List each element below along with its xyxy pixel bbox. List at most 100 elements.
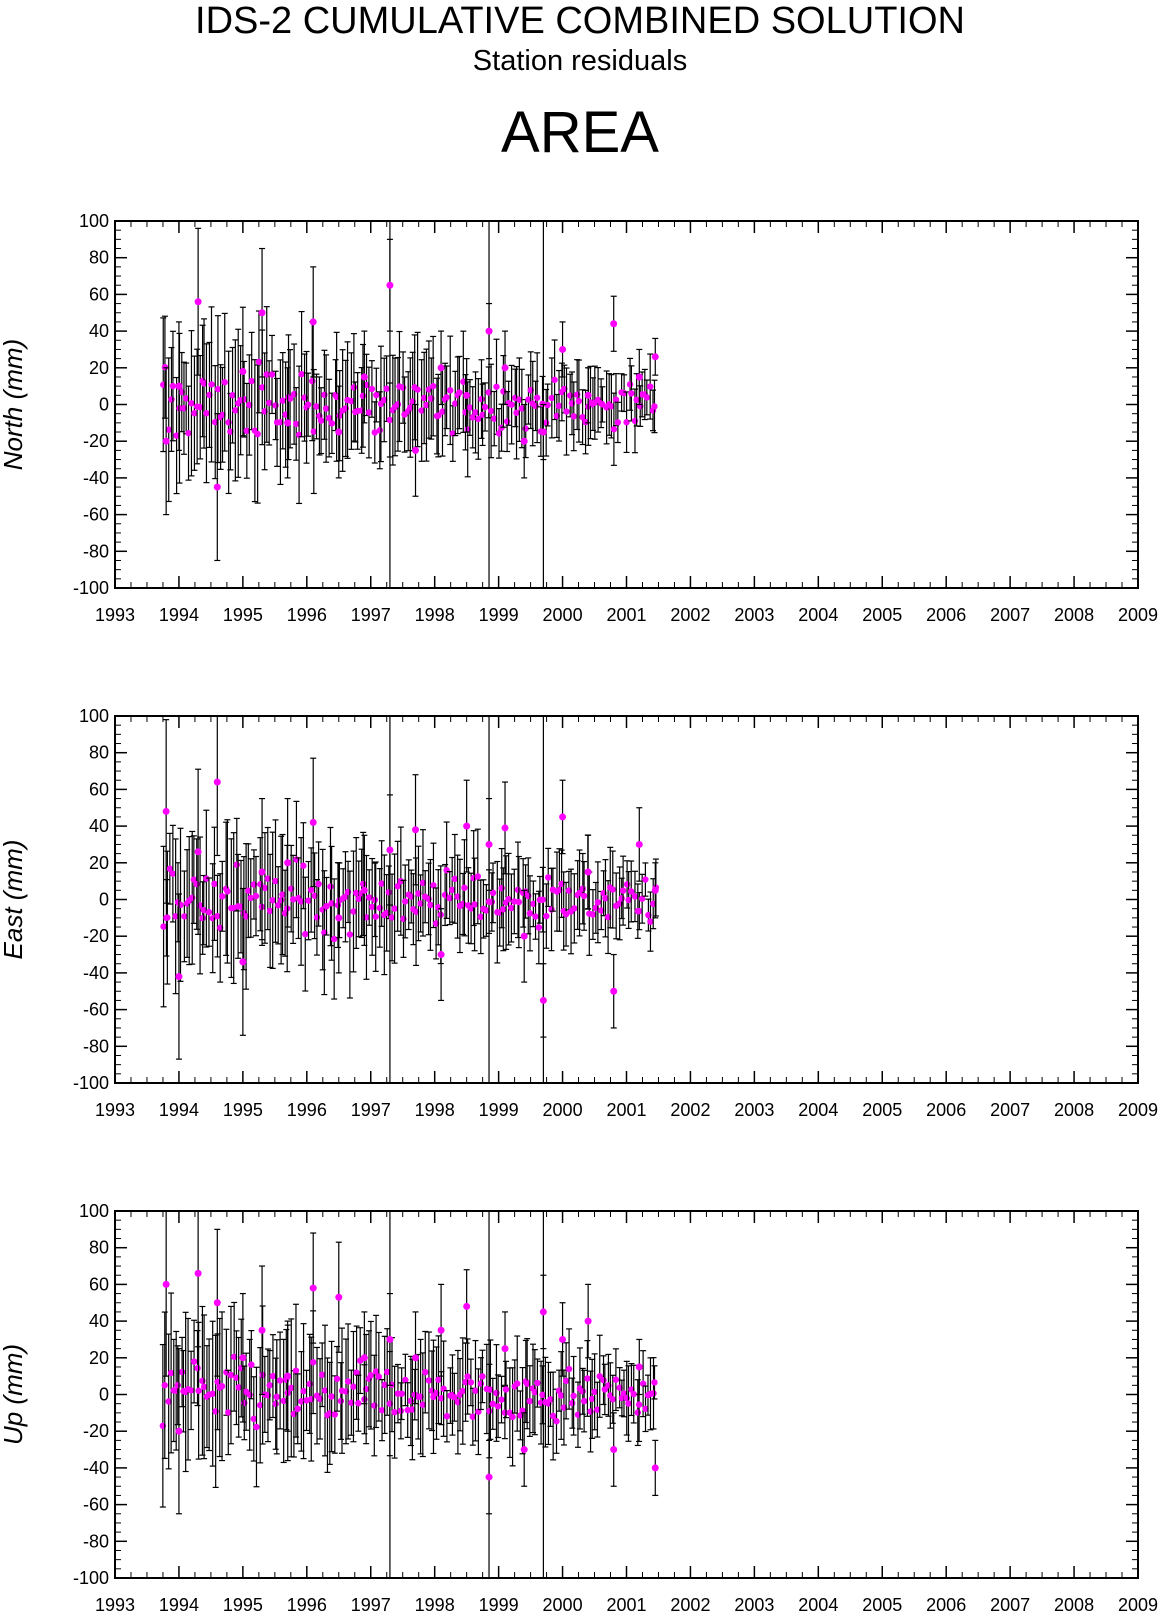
x-tick-label: 2008 — [1054, 1595, 1094, 1615]
data-point — [485, 1473, 493, 1481]
data-point — [214, 912, 221, 920]
data-point — [200, 1383, 208, 1391]
data-point — [531, 1388, 539, 1396]
panel-north: 1993 1994 1995 1996 1997 1998 1999 2000 2001 2002… — [0, 211, 1158, 625]
y-tick-label: 100 — [79, 1201, 109, 1221]
x-tick-label: 2004 — [798, 1595, 838, 1615]
data-point — [284, 419, 292, 427]
y-tick-label: -80 — [83, 1036, 109, 1056]
panel-east: 1993 1994 1995 1996 1997 1998 1999 2000 2001 2002… — [0, 706, 1158, 1120]
data-point — [214, 385, 222, 393]
data-point — [209, 1390, 216, 1397]
data-point — [219, 893, 226, 900]
data-point — [501, 364, 509, 372]
data-point — [571, 905, 578, 912]
data-point — [513, 409, 520, 416]
data-point — [310, 428, 318, 435]
data-point — [526, 910, 534, 917]
data-point — [200, 380, 208, 387]
data-point — [315, 880, 322, 888]
data-point — [309, 318, 317, 326]
data-point — [559, 813, 567, 821]
data-point — [292, 420, 300, 428]
data-point — [194, 1269, 202, 1277]
data-point — [195, 1387, 202, 1394]
data-point — [594, 899, 602, 906]
data-point — [313, 403, 320, 410]
data-point — [239, 367, 247, 375]
data-point — [248, 377, 255, 385]
data-point — [229, 392, 236, 399]
data-point — [302, 930, 309, 938]
data-point — [268, 371, 276, 378]
data-point — [487, 407, 495, 415]
data-point — [451, 875, 459, 883]
data-point — [543, 912, 550, 920]
data-point — [508, 401, 515, 408]
data-point — [477, 1380, 485, 1387]
y-tick-label: 20 — [89, 853, 109, 873]
data-point — [258, 309, 266, 317]
data-point — [360, 886, 368, 894]
data-point — [498, 884, 505, 892]
data-point — [394, 401, 402, 408]
data-point — [539, 428, 547, 436]
data-point — [420, 394, 428, 402]
data-point — [626, 381, 634, 388]
data-point — [368, 903, 376, 911]
x-tick-label: 2008 — [1054, 605, 1094, 625]
y-tick-label: 80 — [89, 743, 109, 763]
data-point — [533, 394, 541, 401]
y-tick-label: -80 — [83, 1531, 109, 1551]
x-tick-label: 2003 — [734, 1100, 774, 1120]
y-tick-label: 20 — [89, 1348, 109, 1368]
data-point — [239, 958, 247, 966]
data-point — [614, 419, 622, 426]
data-point — [386, 281, 394, 289]
data-point — [430, 882, 437, 889]
data-point — [459, 1387, 466, 1395]
x-tick-label: 2007 — [990, 1100, 1030, 1120]
data-point — [520, 932, 528, 940]
data-point — [265, 399, 273, 407]
x-tick-label: 1996 — [287, 1100, 327, 1120]
x-tick-label: 1997 — [351, 605, 391, 625]
data-point — [248, 1361, 255, 1368]
data-point — [328, 900, 335, 907]
y-tick-label: -40 — [83, 468, 109, 488]
data-point — [367, 1372, 375, 1379]
data-point — [427, 901, 434, 909]
data-point — [407, 404, 414, 411]
data-point — [397, 877, 405, 885]
data-point — [651, 353, 659, 361]
data-point — [335, 428, 343, 436]
data-point — [483, 907, 490, 914]
data-point — [438, 1394, 445, 1402]
data-point — [539, 896, 546, 903]
data-point — [185, 429, 192, 437]
y-tick-label: -20 — [83, 926, 109, 946]
x-tick-label: 2008 — [1054, 1100, 1094, 1120]
data-point — [467, 1379, 475, 1386]
data-point — [280, 1397, 287, 1405]
data-point — [394, 883, 401, 890]
data-point — [539, 1391, 546, 1399]
y-tick-label: -40 — [83, 963, 109, 983]
data-point — [250, 1415, 257, 1423]
data-point — [360, 373, 368, 381]
y-tick-label: 80 — [89, 1238, 109, 1258]
data-point — [508, 904, 515, 912]
data-point — [386, 1335, 394, 1343]
data-point — [609, 1396, 616, 1403]
data-point — [417, 1393, 424, 1400]
data-point — [633, 396, 640, 404]
data-point — [638, 895, 646, 902]
data-point — [472, 1387, 479, 1394]
data-point — [456, 389, 463, 396]
data-point — [487, 1386, 494, 1393]
data-point — [625, 1400, 632, 1407]
data-point — [254, 430, 261, 438]
data-point — [258, 1326, 266, 1334]
data-point — [418, 407, 425, 414]
data-point — [481, 403, 489, 411]
